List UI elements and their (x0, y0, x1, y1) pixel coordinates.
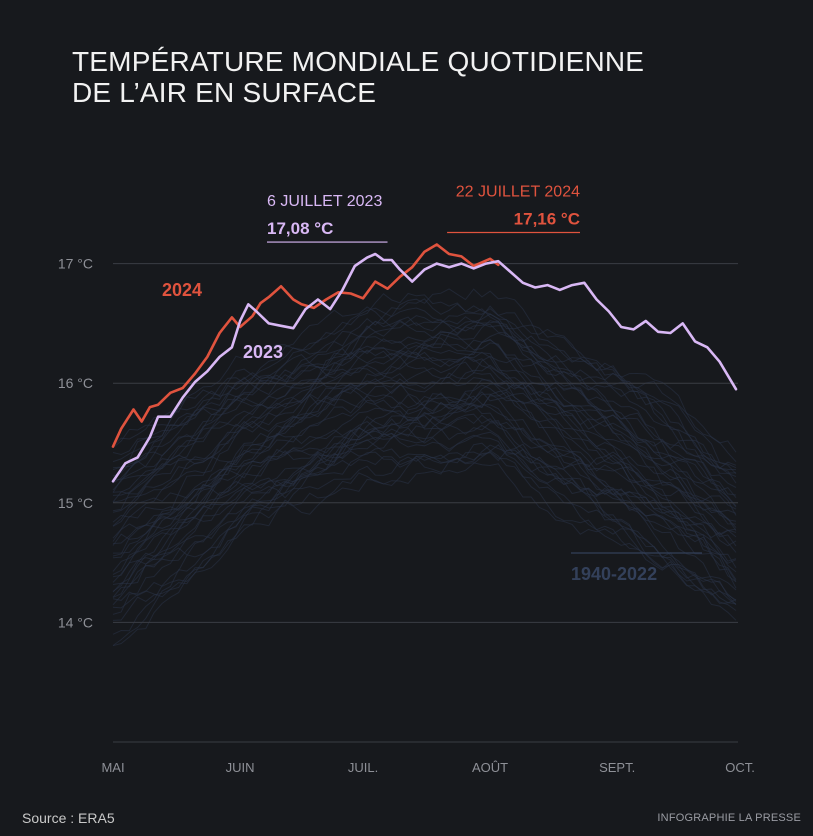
annotations: 2024 2023 1940-2022 6 JUILLET 2023 17,08 °C 2… (162, 183, 702, 584)
history-line-6 (112, 439, 737, 605)
annotation-date-2023: 6 JUILLET 2023 (267, 193, 382, 210)
y-tick-label-15: 15 °C (58, 495, 93, 511)
annotation-value-2024: 17,16 °C (514, 209, 580, 228)
history-line-9 (112, 413, 737, 615)
chart-title-line-1: TEMPÉRATURE MONDIALE QUOTIDIENNE (72, 46, 645, 77)
history-line-13 (112, 404, 737, 583)
history-line-36 (112, 323, 737, 495)
chart-title-line-2: DE L’AIR EN SURFACE (72, 77, 377, 108)
history-line-7 (112, 431, 737, 606)
history-line-29 (112, 349, 737, 514)
series-label-2024: 2024 (162, 280, 202, 300)
source-note: Source : ERA5 (22, 810, 115, 826)
axes: 14 °C 15 °C 16 °C 17 °C MAI JUIN JUIL. AOÛT SEPT… (58, 256, 755, 775)
x-tick-label-0: MAI (101, 760, 124, 775)
history-line-35 (112, 320, 737, 496)
series-line-2024 (111, 243, 500, 448)
history-line-25 (112, 351, 737, 545)
history-label: 1940-2022 (571, 564, 657, 584)
history-line-37 (112, 313, 737, 499)
history-line-26 (112, 355, 737, 528)
history-line-8 (112, 427, 737, 606)
history-line-24 (112, 364, 737, 531)
history-line-12 (112, 416, 737, 598)
y-tick-label-14: 14 °C (58, 614, 93, 630)
history-line-17 (112, 392, 737, 569)
history-line-42 (112, 307, 737, 471)
history-line-31 (112, 346, 737, 516)
credit-note: INFOGRAPHIE LA PRESSE (657, 812, 801, 824)
x-tick-label-2: JUIL. (348, 760, 378, 775)
history-line-28 (112, 351, 737, 522)
grid (113, 263, 738, 623)
x-tick-label-4: SEPT. (599, 760, 635, 775)
history-line-39 (112, 315, 737, 484)
history-line-23 (112, 379, 737, 539)
x-tick-label-3: AOÛT (472, 760, 508, 775)
history-line-41 (112, 305, 737, 469)
history-line-34 (112, 332, 737, 488)
history-line-11 (112, 414, 737, 592)
y-tick-label-17: 17 °C (58, 256, 93, 272)
history-line-10 (112, 416, 737, 602)
history-line-22 (112, 361, 737, 554)
series-lines (111, 243, 738, 483)
series-line-2023 (111, 252, 738, 483)
history-line-38 (112, 307, 737, 477)
history-line-19 (112, 391, 737, 559)
history-line-43 (112, 292, 737, 463)
history-line-21 (112, 379, 737, 542)
history-line-14 (112, 393, 737, 583)
series-label-2023: 2023 (243, 342, 283, 362)
chart-title: TEMPÉRATURE MONDIALE QUOTIDIENNE DE L’AI… (72, 46, 644, 108)
history-line-4 (112, 444, 737, 621)
history-lines-1940-2022 (112, 288, 737, 647)
temperature-chart: 2024 2023 1940-2022 6 JUILLET 2023 17,08 °C 2… (58, 183, 755, 775)
annotation-date-2024: 22 JUILLET 2024 (456, 183, 580, 200)
history-line-15 (112, 391, 737, 585)
history-line-33 (112, 338, 737, 507)
x-tick-label-5: OCT. (725, 760, 755, 775)
history-line-30 (112, 330, 737, 513)
y-tick-label-16: 16 °C (58, 375, 93, 391)
annotation-value-2023: 17,08 °C (267, 219, 333, 238)
x-tick-label-1: JUIN (226, 760, 255, 775)
